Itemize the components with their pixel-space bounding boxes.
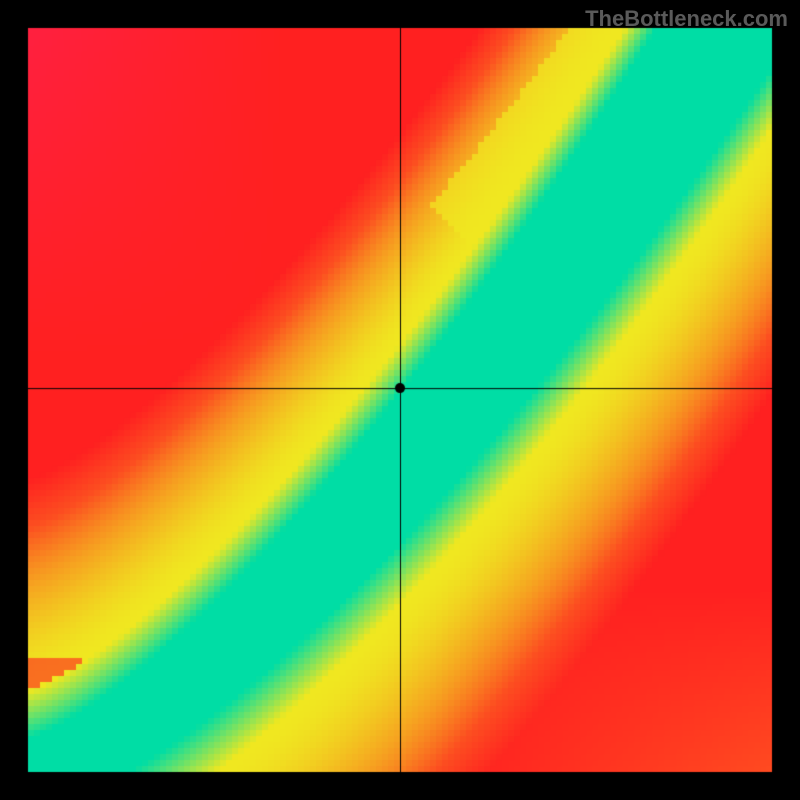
watermark-text: TheBottleneck.com: [585, 6, 788, 32]
bottleneck-heatmap: [0, 0, 800, 800]
chart-container: TheBottleneck.com: [0, 0, 800, 800]
